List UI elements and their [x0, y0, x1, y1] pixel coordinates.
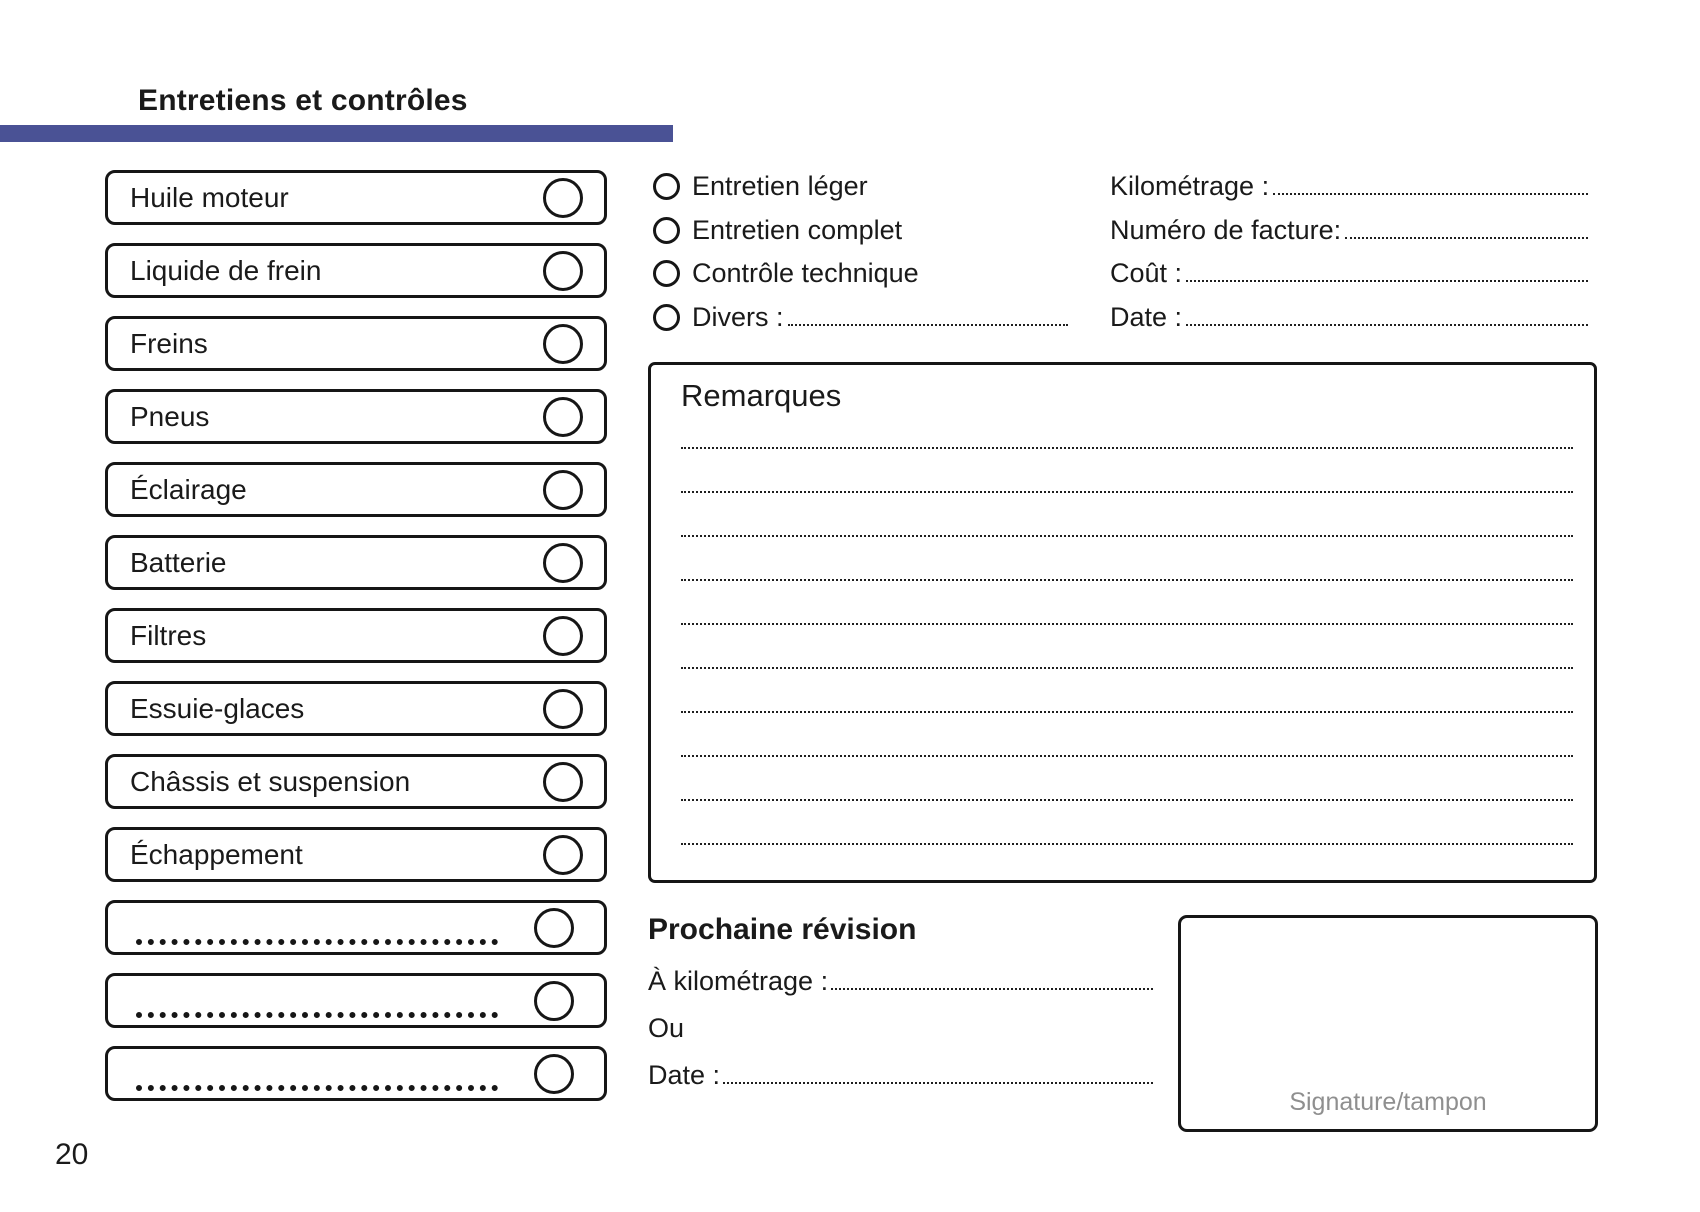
invoice-field-row: Numéro de facture: — [1110, 209, 1588, 253]
checklist-item-label: Éclairage — [130, 473, 247, 505]
checklist-item: Liquide de frein — [105, 243, 607, 298]
checklist-item: Châssis et suspension — [105, 754, 607, 809]
remarks-dotted-line — [681, 713, 1573, 757]
maintenance-checklist: Huile moteur Liquide de frein Freins Pneus É… — [105, 170, 607, 1119]
check-circle[interactable] — [534, 1053, 574, 1094]
remarks-dotted-line — [681, 757, 1573, 801]
checklist-item: Échappement — [105, 827, 607, 882]
invoice-field-row: Coût : — [1110, 252, 1588, 296]
invoice-field-label: Kilométrage : — [1110, 171, 1270, 202]
date-dotted-line — [723, 1067, 1153, 1084]
page-title: Entretiens et contrôles — [138, 84, 468, 117]
check-circle[interactable] — [543, 469, 583, 510]
remarks-dotted-line — [681, 493, 1573, 537]
remarks-dotted-line — [681, 669, 1573, 713]
checklist-item-label: Liquide de frein — [130, 254, 322, 286]
check-circle[interactable] — [543, 688, 583, 729]
accent-bar — [0, 125, 673, 142]
remarks-dotted-line — [681, 625, 1573, 669]
checklist-item: Freins — [105, 316, 607, 371]
checklist-item-label: Échappement — [130, 838, 303, 870]
date-label: Date : — [648, 1060, 721, 1090]
radio-circle[interactable] — [653, 173, 680, 201]
remarks-dotted-line — [681, 801, 1573, 845]
remarks-title: Remarques — [681, 378, 842, 413]
invoice-field-dotted-line — [1273, 179, 1588, 195]
divers-dotted-line — [787, 309, 1068, 326]
service-type-options: Entretien léger Entretien complet Contrôle… — [653, 165, 1103, 339]
checklist-item — [105, 900, 607, 955]
signature-label: Signature/tampon — [1289, 1088, 1487, 1116]
checklist-item-label: Filtres — [130, 619, 207, 651]
check-circle[interactable] — [543, 615, 583, 656]
service-option-label: Entretien complet — [692, 214, 903, 245]
invoice-field-dotted-line — [1186, 309, 1588, 326]
check-circle[interactable] — [543, 834, 583, 875]
checklist-item: Filtres — [105, 608, 607, 663]
service-option-label: Contrôle technique — [692, 258, 919, 289]
service-option-label: Entretien léger — [692, 171, 868, 202]
invoice-field-label: Coût : — [1110, 258, 1183, 289]
remarks-dotted-line — [681, 405, 1573, 449]
check-circle[interactable] — [543, 323, 583, 364]
check-circle[interactable] — [534, 907, 574, 948]
next-service-date-row: Date : — [648, 1052, 1153, 1099]
check-circle[interactable] — [543, 396, 583, 437]
checklist-item-label: Châssis et suspension — [130, 765, 411, 797]
service-option-row: Contrôle technique — [653, 252, 1103, 296]
next-service-title: Prochaine révision — [648, 913, 917, 946]
check-circle[interactable] — [543, 177, 583, 218]
checklist-item-label: Huile moteur — [130, 181, 289, 213]
checklist-item: Huile moteur — [105, 170, 607, 225]
radio-circle[interactable] — [653, 304, 680, 332]
km-dotted-line — [831, 973, 1153, 990]
remarks-dotted-line — [681, 581, 1573, 625]
invoice-field-dotted-line — [1345, 222, 1588, 239]
checklist-item-label: Pneus — [130, 400, 210, 432]
invoice-field-row: Kilométrage : — [1110, 165, 1588, 209]
checklist-item-label: Freins — [130, 327, 208, 359]
or-label: Ou — [648, 1013, 685, 1043]
check-circle[interactable] — [534, 980, 574, 1021]
remarks-lines — [681, 405, 1573, 845]
check-circle[interactable] — [543, 761, 583, 802]
service-option-row: Divers : — [653, 296, 1103, 340]
checklist-item-blank-dotted-line — [136, 1057, 498, 1091]
page-number: 20 — [55, 1138, 89, 1171]
next-service-or-row: Ou — [648, 1005, 1153, 1052]
service-option-label: Divers : — [692, 302, 784, 333]
remarks-dotted-line — [681, 449, 1573, 493]
service-option-row: Entretien léger — [653, 165, 1103, 209]
check-circle[interactable] — [543, 250, 583, 291]
invoice-field-row: Date : — [1110, 296, 1588, 340]
remarks-dotted-line — [681, 537, 1573, 581]
checklist-item: Essuie-glaces — [105, 681, 607, 736]
checklist-item: Batterie — [105, 535, 607, 590]
checklist-item: Éclairage — [105, 462, 607, 517]
checklist-item-blank-dotted-line — [136, 984, 498, 1018]
invoice-field-dotted-line — [1186, 266, 1588, 283]
checklist-item: Pneus — [105, 389, 607, 444]
checklist-item-blank-dotted-line — [136, 911, 498, 945]
remarks-box: Remarques — [648, 362, 1597, 883]
checklist-item — [105, 973, 607, 1028]
check-circle[interactable] — [543, 542, 583, 583]
next-service-km-row: À kilométrage : — [648, 958, 1153, 1005]
radio-circle[interactable] — [653, 216, 680, 244]
checklist-item-label: Essuie-glaces — [130, 692, 305, 724]
invoice-field-label: Numéro de facture: — [1110, 214, 1342, 245]
service-option-row: Entretien complet — [653, 209, 1103, 253]
checklist-item-label: Batterie — [130, 546, 227, 578]
km-label: À kilométrage : — [648, 966, 829, 996]
checklist-item — [105, 1046, 607, 1101]
invoice-fields: Kilométrage : Numéro de facture: Coût : Dat… — [1110, 165, 1588, 339]
signature-box: Signature/tampon — [1178, 915, 1598, 1132]
next-service-section: Prochaine révision À kilométrage : Ou Da… — [648, 912, 1153, 1099]
invoice-field-label: Date : — [1110, 302, 1183, 333]
radio-circle[interactable] — [653, 260, 680, 288]
